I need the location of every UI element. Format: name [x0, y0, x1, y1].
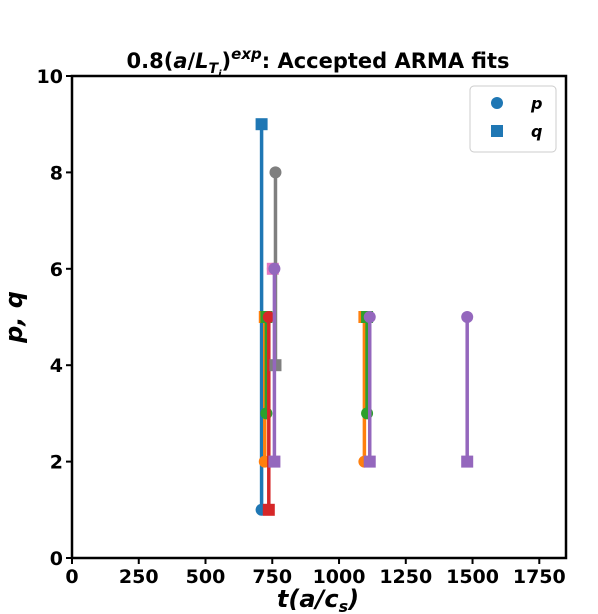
fit-4 [262, 311, 275, 516]
legend-label: p [530, 94, 542, 113]
q-marker [262, 503, 275, 516]
chart-title: 0.8(a/LTi)exp: Accepted ARMA fits [127, 45, 510, 80]
p-marker [363, 311, 376, 323]
fit-10 [363, 311, 376, 468]
x-tick-label: 1000 [313, 566, 366, 588]
p-marker [260, 407, 273, 420]
q-marker [255, 118, 268, 131]
p-marker [262, 311, 275, 323]
legend-p-marker [491, 97, 503, 109]
x-tick-label: 0 [65, 566, 78, 588]
y-tick-label: 10 [37, 66, 63, 88]
legend-q-marker [491, 125, 503, 137]
x-tick-label: 500 [186, 566, 226, 588]
x-tick-label: 1500 [446, 566, 499, 588]
y-tick-label: 0 [50, 548, 63, 570]
plot-frame [70, 74, 568, 560]
y-axis-ticks: 0 2 4 6 8 10 [37, 66, 72, 570]
plot-marks [255, 118, 474, 516]
x-axis-label: t(a/cs) [277, 585, 359, 614]
x-tick-label: 1250 [379, 566, 432, 588]
x-tick-label: 750 [252, 566, 292, 588]
y-tick-label: 2 [50, 452, 63, 474]
y-tick-label: 4 [50, 355, 63, 377]
fit-11 [461, 311, 474, 468]
legend-label: q [531, 122, 542, 141]
p-marker [461, 311, 474, 323]
x-tick-label: 1750 [513, 566, 566, 588]
y-axis-label: p, q [0, 291, 28, 344]
p-marker [268, 262, 281, 275]
legend-box [469, 85, 557, 153]
p-marker [269, 166, 282, 179]
q-marker [461, 455, 474, 468]
q-marker [268, 455, 281, 468]
x-tick-label: 250 [119, 566, 159, 588]
y-tick-label: 6 [50, 259, 63, 281]
q-marker [363, 455, 376, 468]
y-tick-label: 8 [50, 162, 63, 184]
x-axis-ticks: 0 250 500 750 1000 1250 1500 1750 [65, 558, 566, 588]
fit-9 [268, 262, 281, 468]
legend: pq [469, 85, 557, 153]
